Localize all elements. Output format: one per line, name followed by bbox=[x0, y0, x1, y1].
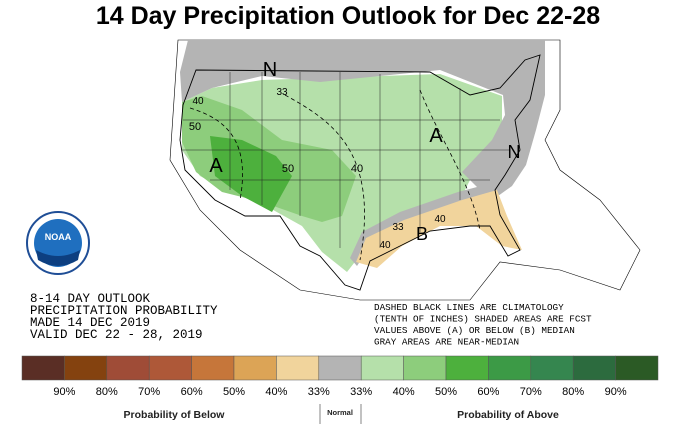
below-label: Probability of Below bbox=[124, 409, 226, 421]
note-line: (TENTH OF INCHES) SHADED AREAS ARE FCST bbox=[374, 314, 592, 325]
info-line: VALID DEC 22 - 28, 2019 bbox=[30, 328, 203, 342]
colorbar-label: 70% bbox=[520, 386, 542, 398]
note-line: DASHED BLACK LINES ARE CLIMATOLOGY bbox=[374, 302, 564, 313]
map-label: N bbox=[508, 142, 521, 162]
region-below-40 bbox=[356, 190, 522, 268]
info-line: MADE 14 DEC 2019 bbox=[30, 316, 150, 330]
swatch bbox=[21, 355, 65, 381]
colorbar-label: 80% bbox=[96, 386, 118, 398]
swatch bbox=[191, 355, 235, 381]
swatch bbox=[360, 355, 404, 381]
map-label: A bbox=[209, 155, 223, 177]
logo-text: NOAA bbox=[45, 232, 72, 242]
swatch bbox=[615, 355, 659, 381]
swatch bbox=[530, 355, 574, 381]
state-lines bbox=[182, 72, 510, 248]
map-label: A bbox=[429, 125, 443, 147]
swatch bbox=[276, 355, 320, 381]
title: 14 Day Precipitation Outlook for Dec 22-… bbox=[96, 2, 600, 30]
logo-wave bbox=[36, 250, 80, 266]
note-line: GRAY AREAS ARE NEAR-MEDIAN bbox=[374, 337, 519, 348]
map-label: 50 bbox=[282, 163, 294, 175]
noaa-logo: NOAA bbox=[26, 211, 90, 275]
swatch bbox=[64, 355, 108, 381]
map-label: N bbox=[263, 59, 277, 81]
colorbar-label: 33% bbox=[308, 386, 330, 398]
swatch bbox=[148, 355, 192, 381]
colorbar-label: 33% bbox=[350, 386, 372, 398]
colorbar-label: 60% bbox=[477, 386, 499, 398]
note-line: VALUES ABOVE (A) OR BELOW (B) MEDIAN bbox=[374, 325, 575, 336]
swatch bbox=[445, 355, 489, 381]
colorbar-label: 70% bbox=[138, 386, 160, 398]
map-label: 33 bbox=[392, 222, 404, 233]
colorbar-label: 40% bbox=[393, 386, 415, 398]
map-label: 40 bbox=[192, 96, 204, 107]
us-outline bbox=[179, 54, 541, 291]
colorbar: 90% 80% 70% 60% 50% 40% 33% 33% 40% 50% 60% 70% 80% 9… bbox=[21, 355, 659, 424]
map-label: 50 bbox=[189, 121, 201, 133]
swatch bbox=[572, 355, 616, 381]
map-label: 40 bbox=[379, 240, 391, 251]
map-label: 33 bbox=[276, 87, 288, 98]
map-label: 40 bbox=[434, 214, 446, 225]
info-line: PRECIPITATION PROBABILITY bbox=[30, 304, 218, 318]
colorbar-label: 40% bbox=[265, 386, 287, 398]
normal-label: Normal bbox=[327, 408, 353, 417]
above-label: Probability of Above bbox=[457, 409, 559, 421]
colorbar-label: 50% bbox=[223, 386, 245, 398]
region-60 bbox=[210, 136, 292, 212]
swatch bbox=[106, 355, 150, 381]
region-near-median bbox=[180, 40, 545, 192]
swatch bbox=[233, 355, 277, 381]
colorbar-label: 90% bbox=[53, 386, 75, 398]
colorbar-label: 60% bbox=[181, 386, 203, 398]
climatology-lines bbox=[189, 89, 481, 261]
colorbar-label: 80% bbox=[562, 386, 584, 398]
swatch bbox=[318, 355, 362, 381]
swatch bbox=[488, 355, 532, 381]
notes: DASHED BLACK LINES ARE CLIMATOLOGY(TENTH… bbox=[374, 302, 592, 348]
colorbar-label: 50% bbox=[435, 386, 457, 398]
colorbar-label: 90% bbox=[605, 386, 627, 398]
info-line: 8-14 DAY OUTLOOK bbox=[30, 292, 151, 306]
map-label: B bbox=[416, 224, 428, 244]
map-label: 40 bbox=[351, 163, 363, 175]
swatch bbox=[403, 355, 447, 381]
